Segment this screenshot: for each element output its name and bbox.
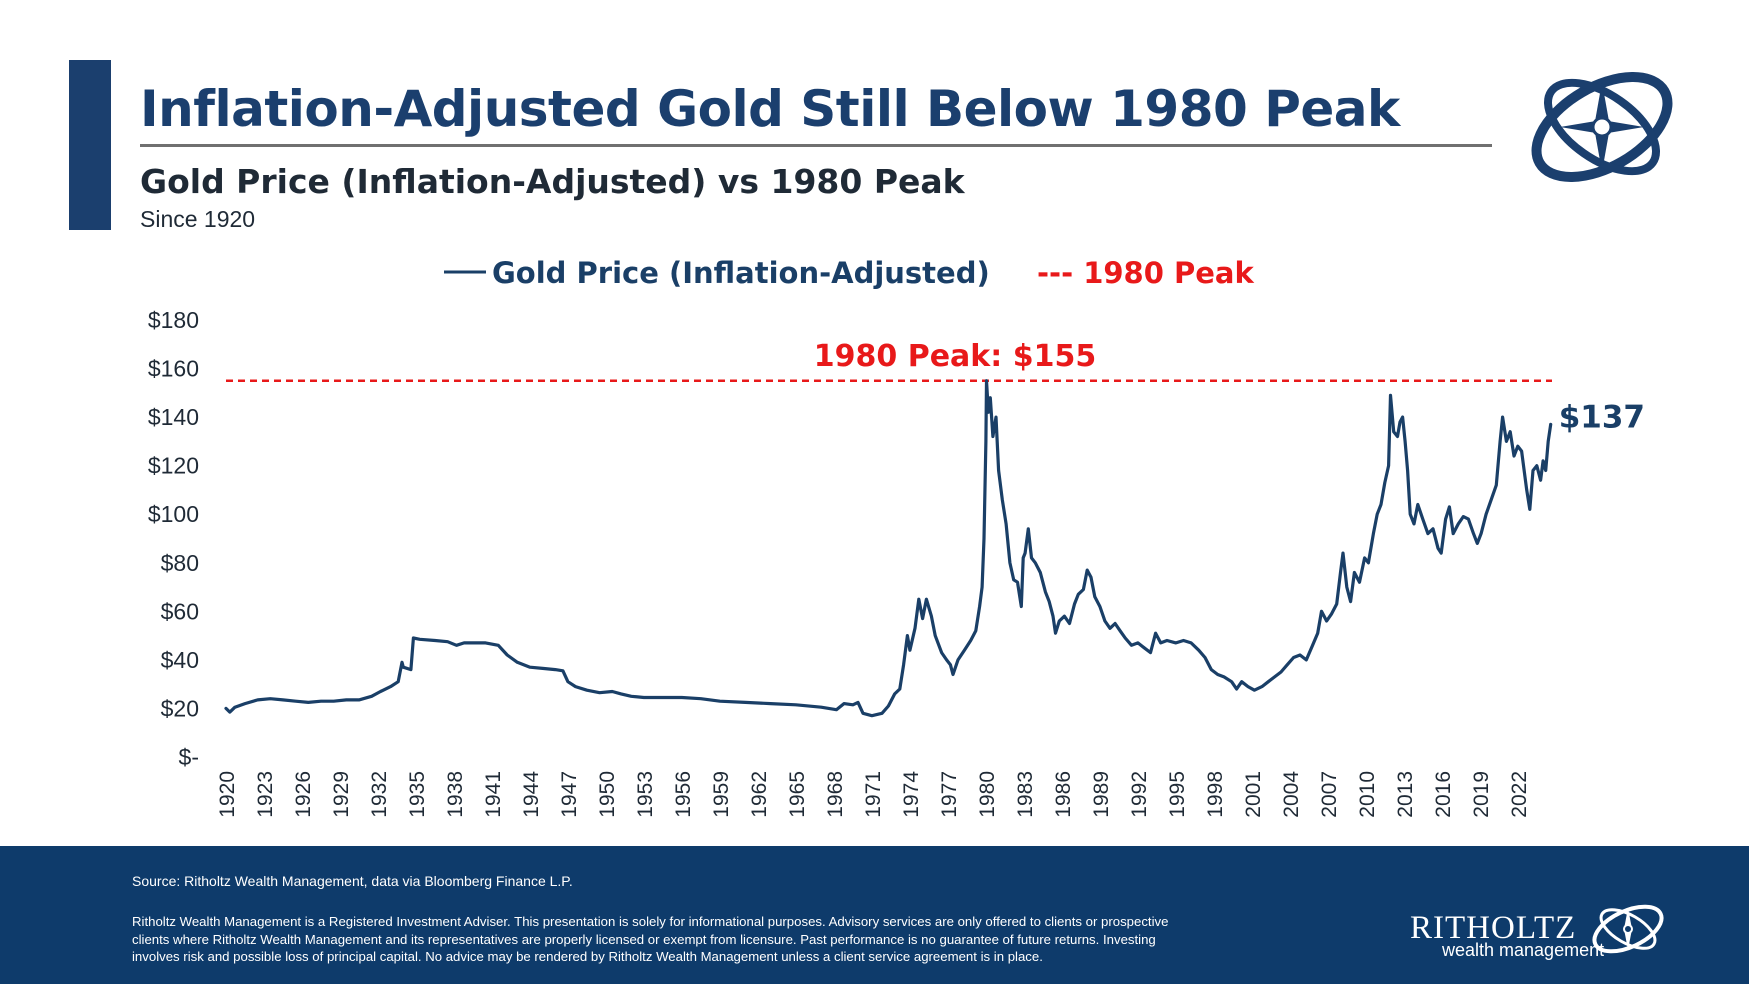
x-axis: 1920 1923 1926 1929 1932 1935 1938 1941 1944 1947…	[216, 771, 1531, 818]
x-tick-label: 2013	[1394, 771, 1417, 818]
x-tick-label: 1944	[520, 771, 543, 818]
x-tick-label: 1998	[1204, 771, 1227, 818]
y-tick-label: $60	[161, 598, 199, 624]
x-tick-label: 1932	[368, 771, 391, 818]
x-tick-label: 2007	[1318, 771, 1341, 818]
x-tick-label: 1923	[254, 771, 277, 818]
x-tick-label: 1926	[292, 771, 315, 818]
page-title: Inflation-Adjusted Gold Still Below 1980…	[140, 80, 1400, 138]
footer-compass-logo-icon	[1592, 904, 1664, 954]
x-tick-label: 1950	[596, 771, 619, 818]
x-tick-label: 1995	[1166, 771, 1189, 818]
chart-annotations: 1980 Peak: $155 $137	[814, 339, 1645, 435]
y-tick-label: $100	[148, 501, 199, 527]
x-tick-label: 2022	[1508, 771, 1531, 818]
brand-name: RITHOLTZ	[1410, 910, 1577, 946]
y-tick-label: $40	[161, 647, 199, 673]
gold-price-line	[224, 379, 1553, 718]
y-tick-label: $80	[161, 550, 199, 576]
x-tick-label: 1959	[710, 771, 733, 818]
source-note: Source: Ritholtz Wealth Management, data…	[132, 873, 573, 889]
y-tick-label: $-	[179, 744, 199, 770]
y-tick-label: $160	[148, 356, 199, 382]
y-tick-label: $120	[148, 453, 199, 479]
x-tick-label: 1977	[938, 771, 961, 818]
footer-band	[0, 846, 1749, 984]
x-tick-label: 1968	[824, 771, 847, 818]
x-tick-label: 1962	[748, 771, 771, 818]
x-tick-label: 1989	[1090, 771, 1113, 818]
x-tick-label: 2001	[1242, 771, 1265, 818]
x-tick-label: 2016	[1432, 771, 1455, 818]
x-tick-label: 1920	[216, 771, 239, 818]
disclaimer-text: Ritholtz Wealth Management is a Register…	[132, 914, 1169, 964]
legend-peak-label: --- 1980 Peak	[1037, 256, 1255, 290]
x-tick-label: 1938	[444, 771, 467, 818]
peak-annotation: 1980 Peak: $155	[814, 339, 1096, 374]
chart-subtitle: Gold Price (Inflation-Adjusted) vs 1980 …	[140, 162, 965, 201]
since-label: Since 1920	[140, 206, 256, 232]
x-tick-label: 2004	[1280, 771, 1303, 818]
y-axis: $- $20 $40 $60 $80 $100 $120 $140 $160 $180	[148, 307, 199, 770]
x-tick-label: 1935	[406, 771, 429, 818]
gold-price-chart: Gold Price (Inflation-Adjusted) --- 1980…	[148, 256, 1645, 818]
gold-series	[224, 379, 1553, 718]
x-tick-label: 1992	[1128, 771, 1151, 818]
legend-gold-label: Gold Price (Inflation-Adjusted)	[492, 256, 990, 290]
x-tick-label: 1941	[482, 771, 505, 818]
x-tick-label: 1929	[330, 771, 353, 818]
compass-logo-icon	[1531, 72, 1673, 182]
x-tick-label: 1953	[634, 771, 657, 818]
accent-bar	[69, 60, 111, 230]
chart-legend: Gold Price (Inflation-Adjusted) --- 1980…	[444, 256, 1255, 290]
x-tick-label: 1965	[786, 771, 809, 818]
y-tick-label: $180	[148, 307, 199, 333]
x-tick-label: 2010	[1356, 771, 1379, 818]
y-tick-label: $20	[161, 695, 199, 721]
end-value-label: $137	[1559, 399, 1645, 435]
x-tick-label: 1974	[900, 771, 923, 818]
x-tick-label: 1986	[1052, 771, 1075, 818]
x-tick-label: 1956	[672, 771, 695, 818]
title-divider	[140, 144, 1492, 147]
x-tick-label: 1971	[862, 771, 885, 818]
x-tick-label: 1980	[976, 771, 999, 818]
x-tick-label: 1983	[1014, 771, 1037, 818]
y-tick-label: $140	[148, 404, 199, 430]
x-tick-label: 2019	[1470, 771, 1493, 818]
brand-subtitle: wealth management	[1442, 940, 1605, 960]
x-tick-label: 1947	[558, 771, 581, 818]
